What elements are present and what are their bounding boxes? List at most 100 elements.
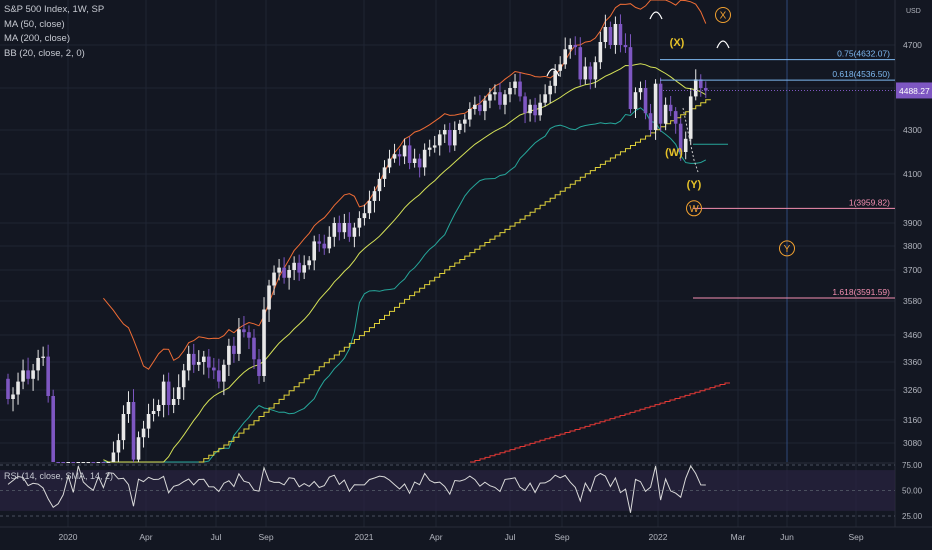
wave-label: W [689, 204, 699, 215]
candle-body [41, 356, 45, 358]
candle-body [478, 104, 482, 112]
candle-body [297, 262, 301, 273]
candle-body [86, 462, 91, 463]
time-tick-label: 2020 [59, 532, 78, 542]
candle-body [227, 345, 231, 365]
candle-body [186, 353, 191, 371]
candle-body [357, 218, 362, 228]
candle-body [262, 309, 266, 376]
candle-body [528, 104, 532, 114]
candle-body [116, 440, 121, 453]
candle-body [618, 24, 623, 45]
candle-body [523, 96, 527, 114]
indicators [103, 0, 730, 463]
time-tick-label: Jun [780, 532, 794, 542]
wave-label: (W) [665, 147, 683, 159]
time-tick-label: Jul [505, 532, 516, 542]
candle-body [292, 262, 296, 270]
candle-body [407, 145, 412, 163]
candle-body [307, 260, 311, 266]
candle-body [207, 356, 211, 368]
candle-body [252, 337, 256, 360]
candle-body [468, 109, 472, 120]
candle-body [693, 79, 698, 97]
wave-circle [715, 7, 731, 23]
candle-body [302, 265, 306, 273]
candle-body [91, 462, 96, 463]
time-tick-label: Mar [731, 532, 746, 542]
candle-body [46, 356, 50, 396]
price-tick-label: 3580 [903, 296, 922, 306]
candle-body [673, 111, 678, 124]
wave-label: (Y) [687, 179, 702, 191]
head-arch [546, 68, 560, 77]
rsi-level-label: 25.00 [902, 512, 923, 521]
candle-body [447, 130, 452, 146]
wave-label: Y [784, 244, 791, 255]
candle-body [141, 428, 146, 438]
candle-body [136, 437, 141, 460]
candle-body [417, 158, 422, 168]
time-tick-label: Apr [139, 532, 152, 542]
candle-body [161, 381, 166, 405]
wave-label: (X) [670, 37, 685, 49]
candle-body [106, 462, 111, 463]
candle-body [222, 364, 226, 382]
candle-body [191, 353, 196, 365]
candle-body [668, 104, 673, 112]
price-tick-label: 3460 [903, 330, 922, 340]
time-tick-label: Apr [429, 532, 442, 542]
candle-body [683, 138, 688, 152]
candle-body [31, 370, 35, 379]
candle-body [277, 267, 281, 273]
candle-body [81, 462, 86, 463]
wave-label: X [720, 11, 727, 22]
candle-body [367, 200, 372, 214]
price-axis: 4700450043004100390038003700358034603360… [660, 40, 932, 448]
candle-body [382, 167, 387, 179]
candle-body [247, 332, 251, 338]
candle-body [473, 104, 477, 109]
candle-body [342, 223, 347, 233]
candle-body [538, 102, 542, 116]
last-price-tag [896, 82, 932, 99]
head-arch [716, 40, 730, 49]
candle-body [432, 145, 437, 148]
bb-upper-line [103, 0, 707, 370]
candle-body [633, 92, 638, 109]
candle-body [563, 49, 568, 65]
rsi-legend[interactable]: RSI (14, close, SMA, 14, 2) [4, 471, 114, 481]
candle-body [593, 62, 598, 80]
candle-body [201, 356, 206, 362]
candle-body [212, 367, 216, 371]
candle-body [543, 94, 547, 103]
legend-ma50[interactable]: MA (50, close) [4, 18, 65, 30]
candle-body [11, 394, 15, 399]
candle-body [76, 462, 81, 463]
candle-body [156, 405, 161, 411]
candle-body [51, 396, 55, 462]
candle-body [96, 462, 101, 463]
candle-body [6, 378, 10, 399]
wave-circle [686, 200, 702, 217]
candle-body [387, 158, 392, 168]
candle-body [458, 123, 462, 130]
candle-body [151, 411, 156, 414]
candle-body [362, 213, 367, 219]
legend-ma200[interactable]: MA (200, close) [4, 33, 70, 44]
chart-legend: S&P 500 Index, 1W, SP MA (50, close) MA … [4, 3, 104, 61]
time-tick-label: 2022 [649, 532, 668, 542]
candle-body [282, 267, 286, 278]
legend-bb[interactable]: BB (20, close, 2, 0) [4, 47, 85, 59]
rsi-level-label: 75.00 [902, 461, 923, 470]
rsi-panel: 75.00 50.00 25.00 [0, 461, 923, 521]
candle-body [402, 145, 407, 157]
price-tick-label: 4700 [903, 40, 922, 50]
candle-body [347, 223, 352, 237]
candle-body [513, 81, 517, 88]
candle-body [146, 414, 151, 429]
candle-body [126, 402, 131, 414]
candle-body [573, 45, 578, 48]
candle-body [498, 92, 502, 105]
